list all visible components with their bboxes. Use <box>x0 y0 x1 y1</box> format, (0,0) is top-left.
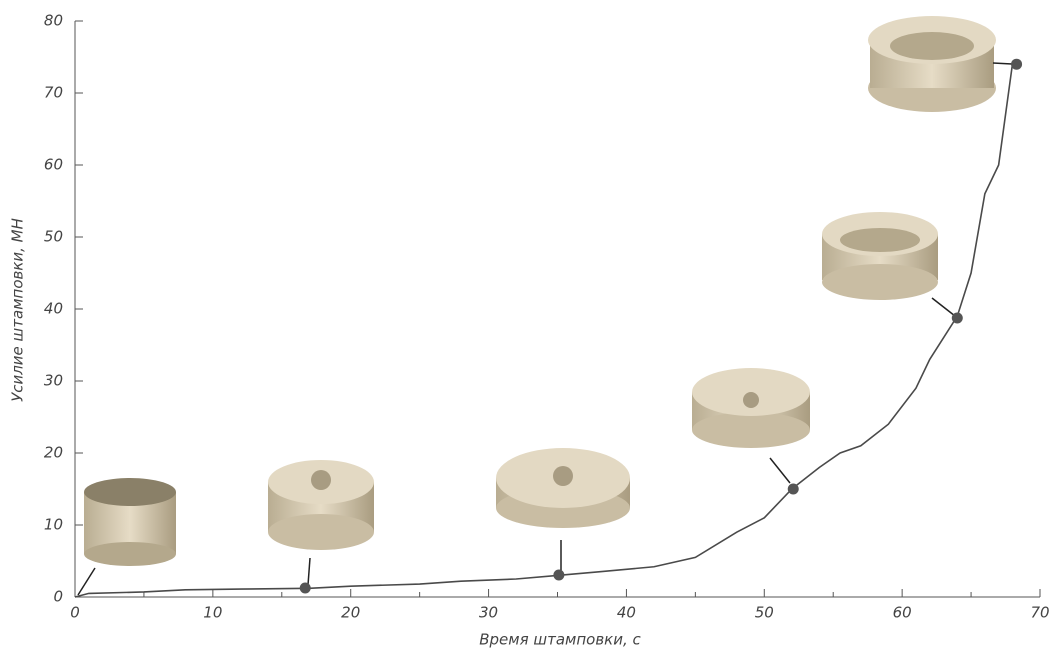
marker <box>553 570 564 581</box>
y-tick-label: 30 <box>44 372 63 390</box>
y-tick-label: 50 <box>44 228 63 246</box>
x-tick-label: 10 <box>203 604 222 622</box>
marker <box>300 583 311 594</box>
part-image <box>822 212 938 300</box>
x-axis-label: Время штамповки, с <box>479 631 641 649</box>
y-axis-label: Усилие штамповки, МН <box>9 218 27 402</box>
chart: Время штамповки, с Усилие штамповки, МН … <box>0 0 1052 648</box>
x-tick-label: 0 <box>70 604 80 622</box>
y-tick-label: 70 <box>44 84 63 102</box>
y-tick-label: 10 <box>44 516 63 534</box>
x-tick-label: 60 <box>893 604 912 622</box>
part-image <box>868 16 996 112</box>
x-tick-label: 40 <box>617 604 636 622</box>
y-tick-label: 0 <box>53 588 63 606</box>
y-tick-label: 20 <box>44 444 63 462</box>
marker <box>1011 59 1022 70</box>
part-image <box>496 448 630 528</box>
x-tick-label: 50 <box>755 604 774 622</box>
part-image <box>692 368 810 448</box>
y-tick-label: 60 <box>44 156 63 174</box>
part-image <box>84 478 176 566</box>
x-tick-label: 20 <box>341 604 360 622</box>
y-tick-label: 40 <box>44 300 63 318</box>
y-tick-label: 80 <box>44 12 63 30</box>
marker <box>788 484 799 495</box>
marker <box>952 313 963 324</box>
x-tick-label: 70 <box>1030 604 1049 622</box>
x-tick-label: 30 <box>479 604 498 622</box>
page: Время штамповки, с Усилие штамповки, МН … <box>0 0 1052 652</box>
part-image <box>268 460 374 550</box>
